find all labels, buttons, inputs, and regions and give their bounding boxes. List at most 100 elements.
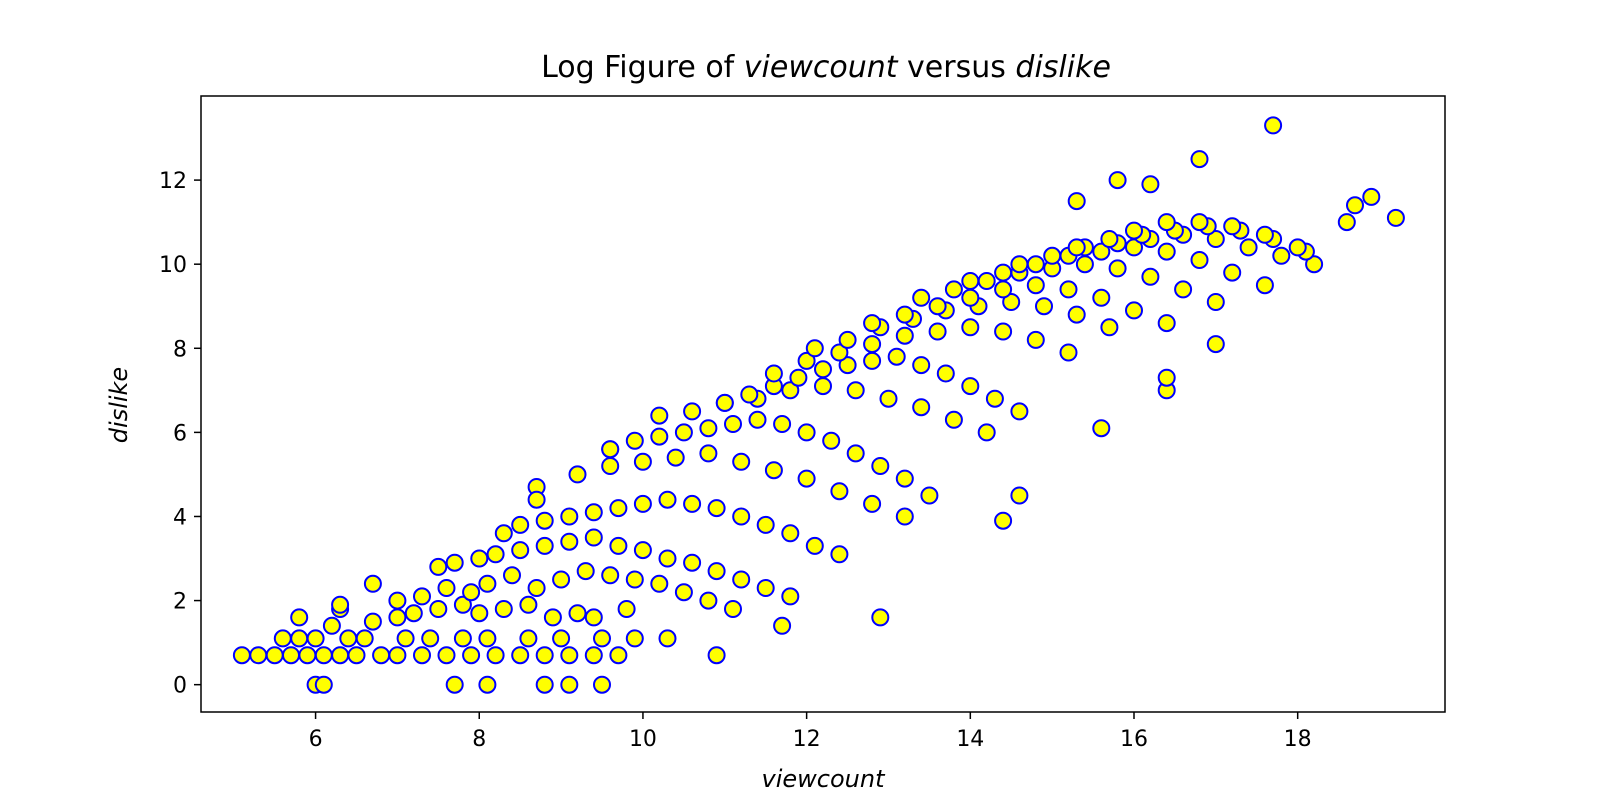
x-axis-label: viewcount <box>762 765 887 793</box>
data-point <box>666 448 685 467</box>
data-point <box>1043 246 1062 265</box>
data-point <box>601 566 620 585</box>
data-point <box>486 646 505 665</box>
data-point <box>421 629 440 648</box>
data-point <box>1092 288 1111 307</box>
data-point <box>912 288 931 307</box>
data-point <box>732 452 751 471</box>
data-point <box>470 604 489 623</box>
data-point <box>781 524 800 543</box>
data-point <box>363 612 382 631</box>
data-point <box>1362 187 1381 206</box>
data-point <box>519 595 538 614</box>
data-point <box>535 536 554 555</box>
data-point <box>601 440 620 459</box>
data-point <box>633 541 652 560</box>
data-point <box>511 646 530 665</box>
data-point <box>756 515 775 534</box>
data-point <box>740 385 759 404</box>
data-point <box>764 461 783 480</box>
data-point <box>584 608 603 627</box>
data-point <box>658 629 677 648</box>
data-point <box>895 469 914 488</box>
y-tick-label: 2 <box>173 590 187 615</box>
data-point <box>797 469 816 488</box>
data-point <box>470 549 489 568</box>
data-point <box>584 646 603 665</box>
data-point <box>732 570 751 589</box>
data-point <box>625 570 644 589</box>
data-point <box>453 629 472 648</box>
data-point <box>1010 255 1029 274</box>
data-point <box>805 339 824 358</box>
data-point <box>511 541 530 560</box>
data-point <box>830 343 849 362</box>
data-point <box>1337 213 1356 232</box>
data-point <box>961 318 980 337</box>
data-point <box>1141 267 1160 286</box>
data-point <box>773 616 792 635</box>
data-point <box>748 410 767 429</box>
data-point <box>846 381 865 400</box>
data-point <box>519 629 538 648</box>
data-points <box>232 116 1405 694</box>
x-tick-label: 14 <box>956 727 984 752</box>
data-point <box>1067 238 1086 257</box>
data-point <box>895 326 914 345</box>
x-tick-label: 8 <box>472 727 486 752</box>
data-point <box>895 507 914 526</box>
data-point <box>584 503 603 522</box>
data-point <box>1190 150 1209 169</box>
data-point <box>462 646 481 665</box>
y-tick-label: 10 <box>159 253 187 278</box>
data-point <box>920 486 939 505</box>
data-point <box>1190 213 1209 232</box>
data-point <box>494 524 513 543</box>
data-point <box>535 675 554 694</box>
data-point <box>789 368 808 387</box>
data-point <box>372 646 391 665</box>
data-point <box>1108 171 1127 190</box>
data-point <box>453 595 472 614</box>
data-point <box>306 629 325 648</box>
data-point <box>625 431 644 450</box>
data-point <box>331 646 350 665</box>
data-point <box>552 570 571 589</box>
data-point <box>863 335 882 354</box>
data-point <box>1239 238 1258 257</box>
data-point <box>355 629 374 648</box>
data-point <box>1010 486 1029 505</box>
data-point <box>1346 196 1364 215</box>
data-point <box>1255 276 1274 295</box>
data-point <box>1026 255 1045 274</box>
data-point <box>560 532 579 551</box>
data-point <box>1288 238 1307 257</box>
data-point <box>503 566 521 585</box>
data-point <box>724 415 742 433</box>
data-point <box>445 553 464 572</box>
data-point <box>568 604 587 623</box>
x-tick-label: 12 <box>793 727 821 752</box>
data-point <box>560 646 579 665</box>
data-point <box>543 608 562 627</box>
data-point <box>797 351 816 370</box>
data-point <box>535 511 554 530</box>
data-point <box>413 587 431 606</box>
data-point <box>1067 305 1086 324</box>
data-point <box>527 490 546 509</box>
data-point <box>593 629 611 648</box>
data-point <box>822 431 841 450</box>
data-point <box>584 528 603 547</box>
data-point <box>511 515 530 534</box>
data-point <box>830 482 849 501</box>
data-point <box>1190 251 1209 269</box>
data-point <box>838 330 857 349</box>
data-point <box>1264 116 1283 135</box>
data-point <box>650 427 669 446</box>
data-point <box>699 419 718 438</box>
data-point <box>609 646 628 665</box>
data-point <box>732 507 751 526</box>
data-point <box>1108 259 1127 278</box>
data-point <box>388 646 407 665</box>
